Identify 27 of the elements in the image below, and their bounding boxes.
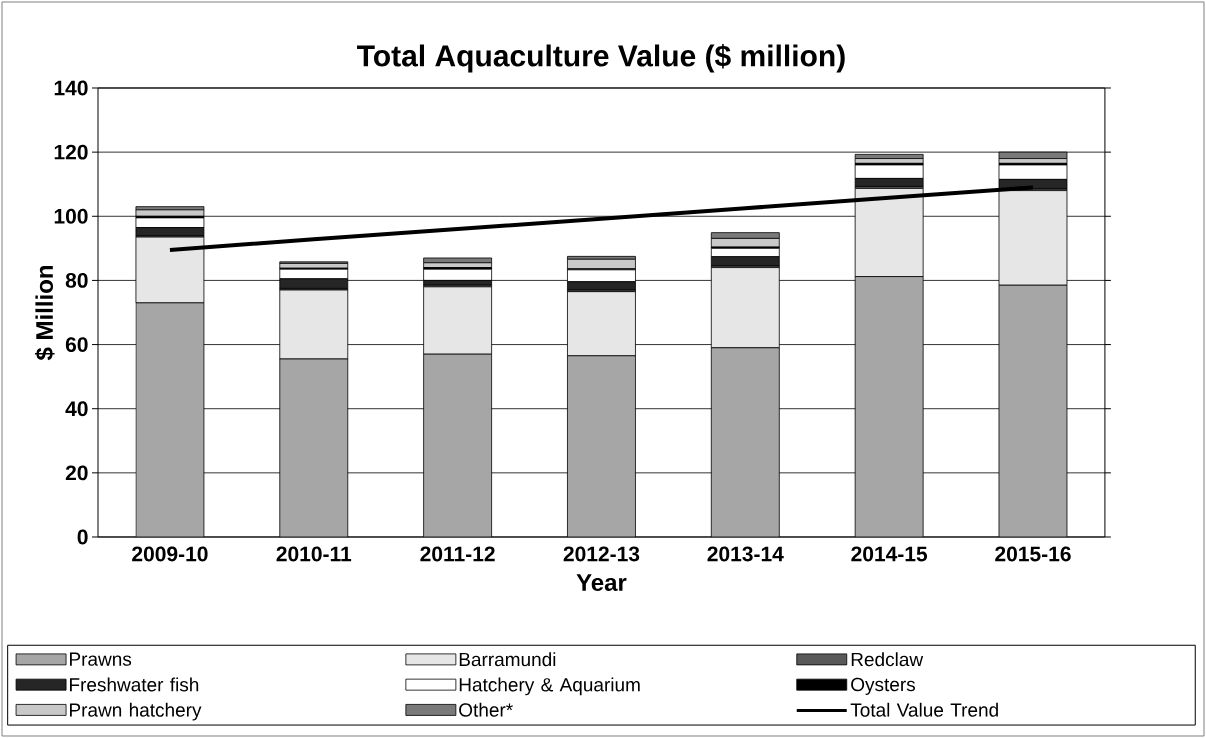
legend-label: Prawn hatchery [70, 702, 202, 721]
y-tick-label: 140 [54, 80, 88, 96]
legend-label: Other* [459, 702, 513, 717]
x-tick-label: 2014-15 [851, 546, 928, 562]
y-tick-label: 20 [65, 465, 88, 481]
y-tick-label: 40 [65, 401, 88, 417]
x-tick-label: 2011-12 [420, 546, 495, 562]
x-axis-title: Year [576, 574, 627, 592]
legend-label: Oysters [851, 677, 916, 695]
y-tick-label: 100 [54, 208, 88, 224]
y-tick-label: 120 [54, 144, 88, 160]
y-tick-label: 60 [65, 337, 88, 352]
x-tick-label: 2015-16 [995, 546, 1071, 562]
legend-label: Freshwater fish [70, 677, 199, 692]
legend-label: Redclaw [851, 652, 924, 667]
y-tick-label: 80 [65, 272, 88, 288]
chart-title: Total Aquaculture Value ($ million) [357, 43, 845, 73]
x-tick-label: 2010-11 [276, 546, 352, 562]
x-tick-label: 2012-13 [563, 546, 640, 562]
x-tick-label: 2009-10 [132, 546, 208, 562]
y-tick-label: 0 [77, 529, 88, 545]
legend-label: Barramundi [459, 652, 556, 667]
y-axis-title: $ Million [34, 265, 55, 361]
legend-label: Prawns [70, 652, 132, 666]
x-tick-label: 2013-14 [707, 546, 784, 562]
legend-label: Hatchery & Aquarium [459, 677, 640, 696]
legend-label: Total Value Trend [850, 702, 998, 717]
